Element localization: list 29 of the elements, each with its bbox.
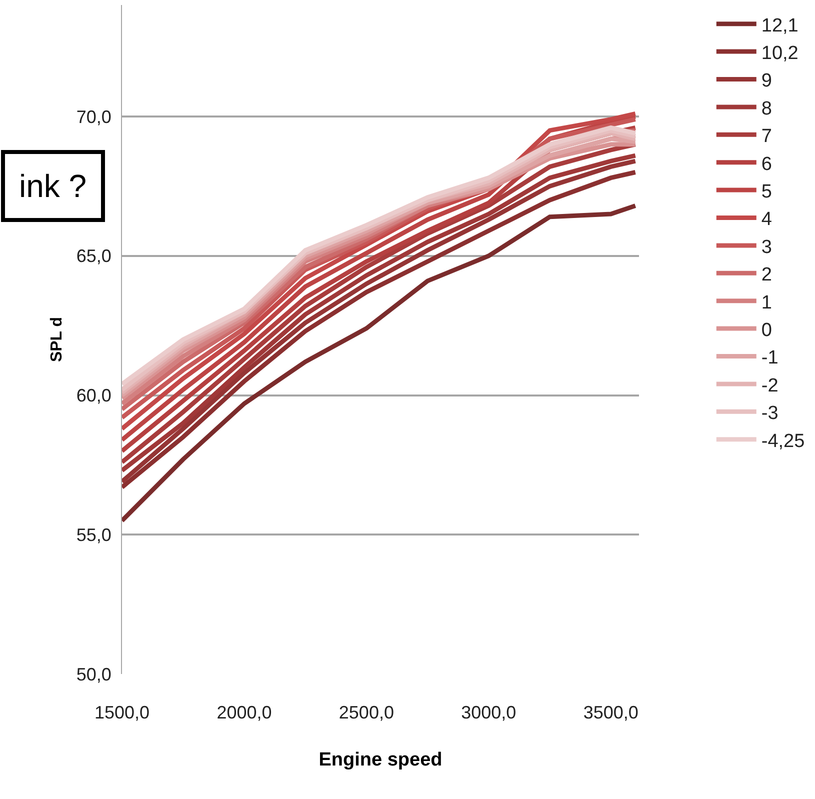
- y-tick-label: 60,0: [76, 386, 112, 406]
- legend-label: 5: [761, 181, 772, 202]
- legend-label: 7: [761, 126, 772, 148]
- legend-label: 8: [761, 98, 772, 120]
- x-tick-label: 2000,0: [216, 702, 272, 723]
- text: ink ?: [19, 168, 87, 204]
- legend-label: 10,2: [761, 42, 798, 64]
- legend-label: -4,25: [761, 430, 805, 452]
- legend-label: 9: [761, 70, 772, 92]
- y-axis-title: SPL d: [48, 316, 66, 362]
- legend-label: 2: [761, 264, 772, 286]
- legend-label: 6: [761, 154, 772, 175]
- legend-label: 4: [761, 209, 772, 230]
- legend-label: 1: [761, 292, 772, 314]
- y-tick-label: 70,0: [76, 106, 112, 127]
- legend-label: 3: [761, 236, 772, 258]
- legend-label: -1: [761, 348, 778, 369]
- x-tick-label: 2500,0: [338, 702, 394, 723]
- legend-label: 12,1: [761, 15, 798, 36]
- y-tick-label: 65,0: [76, 246, 112, 266]
- x-tick-label: 3500,0: [583, 702, 638, 723]
- x-tick-label: 1500,0: [94, 702, 150, 723]
- legend-label: 0: [761, 320, 772, 341]
- legend-label: -2: [761, 375, 778, 396]
- x-axis-title: Engine speed: [318, 749, 442, 770]
- y-tick-label: 55,0: [76, 524, 112, 545]
- x-tick-label: 3000,0: [461, 702, 516, 723]
- y-tick-label: 50,0: [76, 664, 112, 684]
- legend-label: -3: [761, 403, 778, 424]
